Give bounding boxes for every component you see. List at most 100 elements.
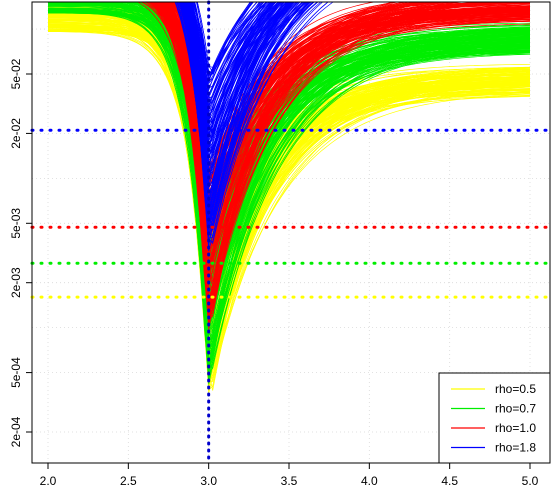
x-tick-label: 3.5 bbox=[281, 474, 298, 488]
legend-label: rho=0.5 bbox=[495, 382, 536, 396]
curves-layer bbox=[47, 2, 531, 394]
x-tick-label: 2.0 bbox=[40, 474, 57, 488]
legend-label: rho=1.8 bbox=[495, 441, 536, 455]
y-tick-label: 5e-03 bbox=[9, 208, 23, 239]
series-curve bbox=[168, 2, 530, 176]
series-curve bbox=[153, 2, 531, 253]
series-curve bbox=[176, 2, 329, 245]
series-curve bbox=[156, 2, 531, 276]
series-curve bbox=[48, 11, 531, 320]
series-curve bbox=[179, 2, 309, 216]
series-rho=1.8 bbox=[174, 2, 334, 252]
series-curve bbox=[162, 2, 531, 305]
series-curve bbox=[174, 2, 334, 234]
x-tick-label: 2.5 bbox=[120, 474, 137, 488]
series-curve bbox=[183, 2, 310, 231]
series-curve bbox=[169, 2, 426, 264]
series-curve bbox=[48, 16, 531, 384]
series-curve bbox=[179, 2, 314, 226]
series-curve bbox=[159, 2, 531, 194]
series-curve bbox=[191, 2, 292, 123]
legend-label: rho=1.0 bbox=[495, 421, 536, 435]
series-curve bbox=[178, 2, 308, 167]
series-curve bbox=[181, 2, 298, 205]
series-curve bbox=[47, 8, 531, 360]
series-curve bbox=[183, 2, 308, 158]
series-curve bbox=[166, 2, 531, 219]
series-curve bbox=[47, 16, 531, 378]
y-tick-label: 2e-04 bbox=[9, 416, 23, 447]
series-curve bbox=[159, 2, 409, 308]
series-curve bbox=[47, 4, 530, 380]
x-tick-label: 4.5 bbox=[441, 474, 458, 488]
series-curve bbox=[182, 2, 299, 226]
y-tick-label: 2e-03 bbox=[9, 267, 23, 298]
series-curve bbox=[159, 2, 530, 183]
series-curve bbox=[157, 2, 531, 255]
series-curve bbox=[165, 2, 531, 176]
series-curve bbox=[174, 2, 319, 223]
series-curve bbox=[160, 2, 531, 217]
series-curve bbox=[164, 2, 402, 214]
reference-lines bbox=[30, 0, 551, 465]
series-curve bbox=[151, 2, 531, 238]
axes: 2.0 2.5 3.0 3.5 4.0 4.5 5.0 2e-04 5e-04 2e-03 5e-0… bbox=[9, 1, 551, 488]
series-curve bbox=[48, 5, 531, 394]
series-curve bbox=[145, 2, 531, 371]
series-curve bbox=[153, 2, 531, 307]
series-curve bbox=[48, 19, 531, 300]
series-curve bbox=[157, 2, 531, 278]
series-curve bbox=[181, 2, 324, 244]
y-tick-label: 5e-02 bbox=[9, 58, 23, 89]
legend: rho=0.5 rho=0.7 rho=1.0 rho=1.8 bbox=[438, 372, 551, 464]
y-tick-label: 2e-02 bbox=[9, 118, 23, 149]
series-curve bbox=[157, 2, 531, 259]
series-curve bbox=[168, 2, 531, 254]
plot-frame bbox=[31, 1, 551, 464]
series-curve bbox=[157, 2, 531, 306]
series-curve bbox=[170, 2, 525, 284]
series-curve bbox=[48, 7, 531, 331]
series-curve bbox=[181, 2, 314, 236]
series-rho=1.0 bbox=[137, 2, 531, 330]
series-curve bbox=[150, 2, 531, 253]
series-curve bbox=[141, 2, 531, 294]
series-curve bbox=[48, 2, 531, 241]
x-tick-label: 4.0 bbox=[361, 474, 378, 488]
series-curve bbox=[165, 2, 433, 313]
y-tick-label: 5e-04 bbox=[9, 357, 23, 388]
series-curve bbox=[117, 2, 531, 368]
series-curve bbox=[172, 2, 491, 221]
series-curve bbox=[179, 2, 293, 212]
series-curve bbox=[181, 2, 301, 246]
series-curve bbox=[165, 2, 429, 320]
series-curve bbox=[48, 19, 531, 342]
series-curve bbox=[162, 2, 531, 223]
series-curve bbox=[48, 12, 531, 383]
series-curve bbox=[169, 2, 531, 175]
series-curve bbox=[182, 2, 294, 230]
series-curve bbox=[116, 2, 531, 235]
series-curve bbox=[141, 2, 531, 335]
series-curve bbox=[187, 2, 312, 159]
legend-label: rho=0.7 bbox=[495, 402, 536, 416]
series-curve bbox=[178, 2, 307, 221]
series-curve bbox=[47, 29, 531, 244]
series-curve bbox=[184, 2, 291, 128]
series-curve bbox=[48, 12, 531, 356]
series-curve bbox=[176, 2, 297, 215]
series-curve bbox=[185, 2, 294, 179]
series-curve bbox=[178, 2, 307, 215]
series-curve bbox=[175, 2, 322, 237]
x-tick-label: 5.0 bbox=[522, 474, 539, 488]
series-curve bbox=[166, 2, 410, 225]
x-tick-label: 3.0 bbox=[200, 474, 217, 488]
series-curve bbox=[185, 2, 297, 165]
series-curve bbox=[155, 2, 531, 288]
series-curve bbox=[172, 2, 429, 172]
series-curve bbox=[48, 2, 530, 314]
series-curve bbox=[48, 30, 531, 356]
series-curve bbox=[48, 30, 531, 316]
series-curve bbox=[153, 2, 531, 311]
